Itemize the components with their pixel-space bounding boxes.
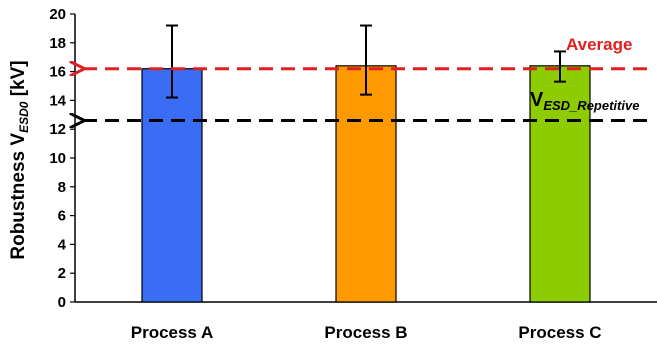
y-axis-title-unit: [kV]	[8, 60, 29, 101]
y-tick-label: 10	[49, 150, 66, 167]
bar-process-c	[529, 65, 591, 303]
average-label: Average	[566, 35, 632, 54]
y-axis-title: Robustness VESD0 [kV]	[8, 60, 31, 259]
category-label: Process A	[131, 323, 214, 342]
bar-process-b	[335, 65, 397, 303]
y-tick-label: 8	[58, 179, 66, 196]
y-tick-label: 0	[58, 294, 66, 311]
reference-lines	[83, 69, 655, 121]
esd-repetitive-label-main: V	[530, 89, 544, 111]
y-tick-label: 12	[49, 121, 66, 138]
bar-process-a	[141, 68, 203, 303]
y-axis-title-main: Robustness V	[8, 133, 29, 260]
y-ticks: 0 2 4 6 8 10 12 14 16 18 20	[49, 6, 75, 311]
y-axis-title-sub: ESD0	[17, 101, 31, 133]
y-tick-label: 20	[49, 6, 66, 23]
esd-repetitive-label-sub: ESD_Repetitive	[543, 98, 639, 113]
category-label: Process C	[518, 323, 601, 342]
y-tick-label: 16	[49, 64, 66, 81]
y-tick-label: 6	[58, 208, 66, 225]
esd-repetitive-label: VESD_Repetitive	[530, 89, 639, 113]
y-tick-label: 4	[58, 236, 67, 253]
y-tick-label: 2	[58, 265, 66, 282]
category-labels: Process A Process B Process C	[131, 323, 602, 342]
category-label: Process B	[324, 323, 407, 342]
y-tick-label: 18	[49, 35, 66, 52]
y-tick-label: 14	[49, 92, 66, 109]
bars	[141, 65, 591, 303]
error-bars	[166, 24, 566, 99]
